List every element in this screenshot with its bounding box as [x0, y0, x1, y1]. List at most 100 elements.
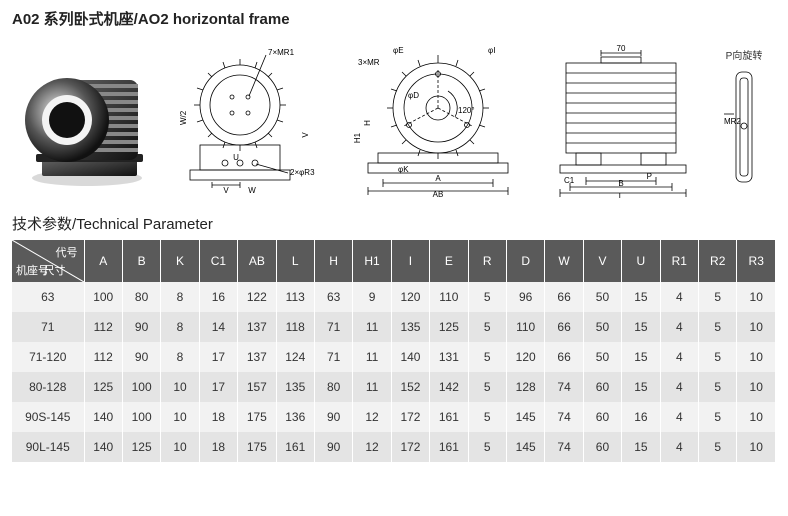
- cell: 161: [276, 432, 314, 462]
- table-header-row: 代号 尺寸 机座号 ABKC1ABLHH1IERDWVUR1R2R3: [12, 240, 776, 282]
- cell: 110: [430, 282, 468, 312]
- cell: 5: [699, 402, 737, 432]
- col-header: V: [583, 240, 621, 282]
- cell: 66: [545, 282, 583, 312]
- cell: 4: [660, 372, 698, 402]
- product-photo: [12, 45, 162, 195]
- cell: 10: [737, 282, 776, 312]
- cell: 172: [391, 402, 429, 432]
- cell: 125: [122, 432, 160, 462]
- cell: 5: [699, 312, 737, 342]
- cell: 5: [468, 372, 506, 402]
- label-p-rotate: P向旋转: [726, 47, 763, 62]
- cell: 80: [122, 282, 160, 312]
- cell: 128: [506, 372, 544, 402]
- table-row: 63100808161221136391201105966650154510: [12, 282, 776, 312]
- label-W2: W/2: [179, 110, 188, 125]
- cell: 157: [238, 372, 276, 402]
- col-header: C1: [199, 240, 237, 282]
- cell: 100: [84, 282, 122, 312]
- cell: 161: [430, 402, 468, 432]
- col-header: B: [122, 240, 160, 282]
- cell: 137: [238, 312, 276, 342]
- cell: 5: [468, 342, 506, 372]
- cell: 71: [314, 342, 352, 372]
- cell: 118: [276, 312, 314, 342]
- table-row: 90L-145140125101817516190121721615145746…: [12, 432, 776, 462]
- cell: 140: [391, 342, 429, 372]
- diagram-side-view: 70 P B L C1: [546, 45, 706, 195]
- cell: 96: [506, 282, 544, 312]
- cell: 11: [353, 312, 391, 342]
- cell: 15: [622, 372, 660, 402]
- label-phiE: φE: [393, 46, 404, 55]
- cell: 5: [468, 402, 506, 432]
- label-2r3: 2×φR3: [290, 168, 315, 177]
- hdr-code: 代号: [56, 244, 78, 260]
- diagram-end-view: φE φI 3×MR: [348, 45, 538, 195]
- cell: 15: [622, 312, 660, 342]
- label-Ld: L: [619, 192, 624, 198]
- diagram-p-rotation: P向旋转 MR2: [714, 45, 774, 195]
- cell: 60: [583, 432, 621, 462]
- cell: 152: [391, 372, 429, 402]
- label-phiK: φK: [398, 165, 409, 174]
- col-header: E: [430, 240, 468, 282]
- cell: 10: [161, 372, 199, 402]
- label-3mr: 3×MR: [358, 58, 380, 67]
- cell: 4: [660, 432, 698, 462]
- col-header: L: [276, 240, 314, 282]
- page-title: A02 系列卧式机座/AO2 horizontal frame: [12, 8, 776, 29]
- col-header: R3: [737, 240, 776, 282]
- col-header: H: [314, 240, 352, 282]
- cell: 8: [161, 282, 199, 312]
- cell: 15: [622, 432, 660, 462]
- col-header: A: [84, 240, 122, 282]
- cell: 10: [737, 312, 776, 342]
- label-Ad: A: [435, 174, 441, 183]
- cell: 90: [122, 342, 160, 372]
- cell: 135: [391, 312, 429, 342]
- cell: 4: [660, 402, 698, 432]
- cell: 16: [622, 402, 660, 432]
- section-title: 技术参数/Technical Parameter: [12, 213, 776, 234]
- col-header: AB: [238, 240, 276, 282]
- label-70: 70: [617, 44, 626, 53]
- cell: 140: [84, 402, 122, 432]
- label-V: V: [223, 186, 229, 195]
- cell: 66: [545, 312, 583, 342]
- cell: 10: [737, 342, 776, 372]
- cell: 63: [314, 282, 352, 312]
- cell: 66: [545, 342, 583, 372]
- diagram-row: 7×MR1 V W 2×φR3 W/2 U V φE φI 3×MR: [12, 35, 776, 195]
- cell: 5: [699, 282, 737, 312]
- cell: 4: [660, 312, 698, 342]
- cell: 137: [238, 342, 276, 372]
- table-row: 71-1201129081713712471111401315120665015…: [12, 342, 776, 372]
- cell: 5: [699, 342, 737, 372]
- cell: 11: [353, 342, 391, 372]
- cell: 145: [506, 432, 544, 462]
- cell: 50: [583, 312, 621, 342]
- label-7mr1: 7×MR1: [268, 48, 295, 57]
- label-phiD: φD: [408, 91, 419, 100]
- cell: 90: [122, 312, 160, 342]
- row-name: 90S-145: [12, 402, 84, 432]
- cell: 12: [353, 432, 391, 462]
- cell: 15: [622, 282, 660, 312]
- diag-header-cell: 代号 尺寸 机座号: [12, 240, 84, 282]
- cell: 122: [238, 282, 276, 312]
- cell: 90: [314, 432, 352, 462]
- row-name: 63: [12, 282, 84, 312]
- col-header: R2: [699, 240, 737, 282]
- cell: 17: [199, 342, 237, 372]
- col-header: W: [545, 240, 583, 282]
- label-Pd: P: [647, 172, 652, 181]
- cell: 135: [276, 372, 314, 402]
- col-header: R1: [660, 240, 698, 282]
- parameter-table: 代号 尺寸 机座号 ABKC1ABLHH1IERDWVUR1R2R3 63100…: [12, 240, 776, 462]
- table-row: 90S-145140100101817513690121721615145746…: [12, 402, 776, 432]
- cell: 120: [506, 342, 544, 372]
- cell: 50: [583, 282, 621, 312]
- col-header: K: [161, 240, 199, 282]
